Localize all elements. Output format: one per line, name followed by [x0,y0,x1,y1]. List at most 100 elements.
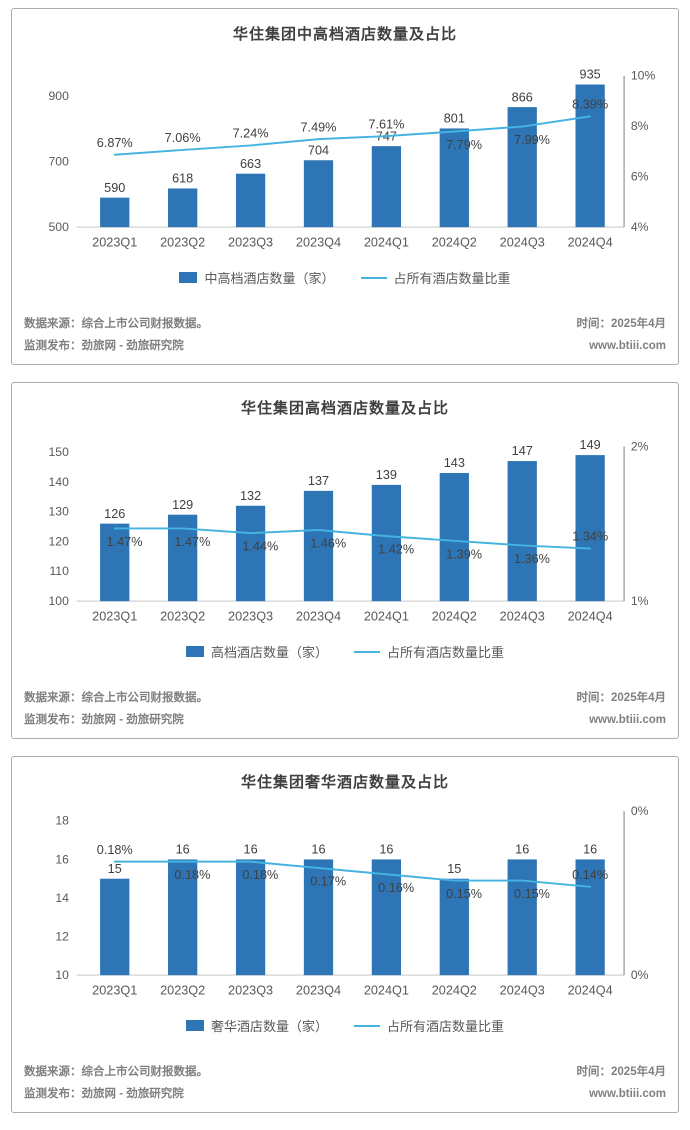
publisher-text: 监测发布：劲旅网 - 劲旅研究院 [24,1088,184,1100]
left-axis-tick: 16 [55,852,69,866]
panel-footer: 数据来源：综合上市公司财报数据。 监测发布：劲旅网 - 劲旅研究院 时间：202… [24,1061,666,1105]
ratio-value-label: 1.42% [378,543,414,557]
left-axis-tick: 12 [55,929,69,943]
chart-canvas-luxury: 10 12 14 16 18 0% 0% 15 16 16 16 16 15 16 16 0.18% 0.18%… [55,804,649,998]
panel-footer: 数据来源：综合上市公司财报数据。 监测发布：劲旅网 - 劲旅研究院 时间：202… [24,687,666,731]
x-axis-label: 2024Q3 [500,236,545,250]
x-axis-label: 2024Q2 [432,236,477,250]
bar-2023Q2 [168,859,198,976]
bar-value-label: 143 [444,456,465,470]
bar-2024Q3 [507,461,537,602]
bar-2024Q2 [439,472,469,602]
ratio-value-label: 0.18% [174,868,210,882]
left-axis-tick: 110 [49,564,69,578]
left-axis-tick: 10 [55,968,69,982]
panel-footer: 数据来源：综合上市公司财报数据。 监测发布：劲旅网 - 劲旅研究院 时间：202… [24,313,666,357]
data-source-text: 数据来源：综合上市公司财报数据。 [24,692,208,704]
left-axis-tick: 500 [49,220,70,234]
bar-value-label: 139 [376,468,397,482]
bar-2024Q1 [371,146,402,228]
bar-legend-swatch [185,646,204,657]
chart-title: 华住集团奢华酒店数量及占比 [240,774,449,791]
ratio-value-label: 1.34% [572,530,608,544]
legend: 奢华酒店数量（家） 占所有酒店数量比重 [24,1016,666,1035]
line-legend-label: 占所有酒店数量比重 [387,1019,505,1034]
x-axis-label: 2023Q1 [92,236,137,250]
data-source-text: 数据来源：综合上市公司财报数据。 [24,1066,208,1078]
bar-2024Q1 [371,859,402,976]
x-axis-label: 2023Q4 [296,610,341,624]
bar-value-label: 590 [104,181,125,195]
report-date-text: 时间：2025年4月 [576,692,666,704]
bar-2023Q4 [303,160,334,228]
ratio-value-label: 7.79% [446,138,482,152]
bar-value-label: 16 [176,843,190,857]
bar-value-label: 137 [308,474,329,488]
x-axis-label: 2024Q1 [364,984,409,998]
ratio-value-label: 1.39% [446,547,482,561]
line-legend-label: 占所有酒店数量比重 [387,645,505,660]
bar-value-label: 866 [512,90,533,104]
bar-value-label: 16 [244,843,258,857]
x-axis-label: 2023Q2 [160,610,205,624]
x-axis-label: 2023Q1 [92,984,137,998]
bar-2024Q2 [439,878,469,976]
right-axis-tick: 8% [631,119,649,133]
ratio-value-label: 1.47% [174,535,210,549]
bar-2024Q4 [575,455,605,602]
bar-2024Q4 [575,84,605,228]
bar-2023Q2 [168,188,198,228]
x-axis-label: 2024Q4 [568,984,613,998]
bar-value-label: 129 [172,498,193,512]
ratio-line [113,115,592,156]
ratio-value-label: 0.18% [242,868,278,882]
legend: 中高档酒店数量（家） 占所有酒店数量比重 [24,268,666,287]
bar-2024Q4 [575,859,605,976]
bar-2023Q1 [100,878,130,976]
right-axis-tick: 10% [631,69,656,83]
ratio-value-label: 7.24% [233,127,269,141]
bar-2024Q1 [371,484,402,602]
ratio-value-label: 1.46% [310,537,346,551]
line-legend-label: 占所有酒店数量比重 [393,271,511,286]
bar-2023Q3 [235,859,266,976]
bar-value-label: 618 [172,172,193,186]
bar-value-label: 15 [447,862,461,876]
x-axis-label: 2024Q1 [364,610,409,624]
ratio-value-label: 7.99% [514,133,550,147]
bar-legend-label: 中高档酒店数量（家） [204,271,335,286]
x-axis-label: 2023Q4 [296,236,341,250]
x-axis-label: 2023Q3 [228,984,273,998]
x-axis-label: 2023Q1 [92,610,137,624]
bar-2024Q2 [439,128,469,228]
ratio-line [113,860,592,888]
left-axis-tick: 900 [49,89,70,103]
right-axis-tick: 0% [631,804,649,818]
bar-value-label: 16 [515,843,529,857]
bar-legend-swatch [185,1020,204,1031]
bar-2023Q1 [100,523,130,602]
right-axis-tick: 4% [631,220,649,234]
x-axis-label: 2024Q4 [568,610,613,624]
bar-value-label: 149 [580,438,601,452]
left-axis-tick: 150 [49,445,70,459]
left-axis-tick: 140 [49,475,70,489]
chart-title: 华住集团中高档酒店数量及占比 [232,26,457,43]
website-text: www.btiii.com [589,340,666,352]
line-legend-swatch [360,276,387,279]
left-axis-tick: 130 [49,505,70,519]
bar-2023Q4 [303,490,334,602]
ratio-value-label: 7.49% [301,120,337,134]
ratio-value-label: 1.36% [514,552,550,566]
ratio-value-label: 0.17% [310,875,346,889]
x-axis-label: 2024Q1 [364,236,409,250]
x-axis-label: 2024Q2 [432,610,477,624]
x-axis-label: 2023Q3 [228,610,273,624]
bar-value-label: 16 [379,843,393,857]
website-text: www.btiii.com [589,1088,666,1100]
bar-2023Q4 [303,859,334,976]
left-axis-tick: 100 [49,594,70,608]
bar-legend-swatch [179,272,198,283]
bar-value-label: 126 [104,507,125,521]
bar-2023Q3 [235,505,266,602]
